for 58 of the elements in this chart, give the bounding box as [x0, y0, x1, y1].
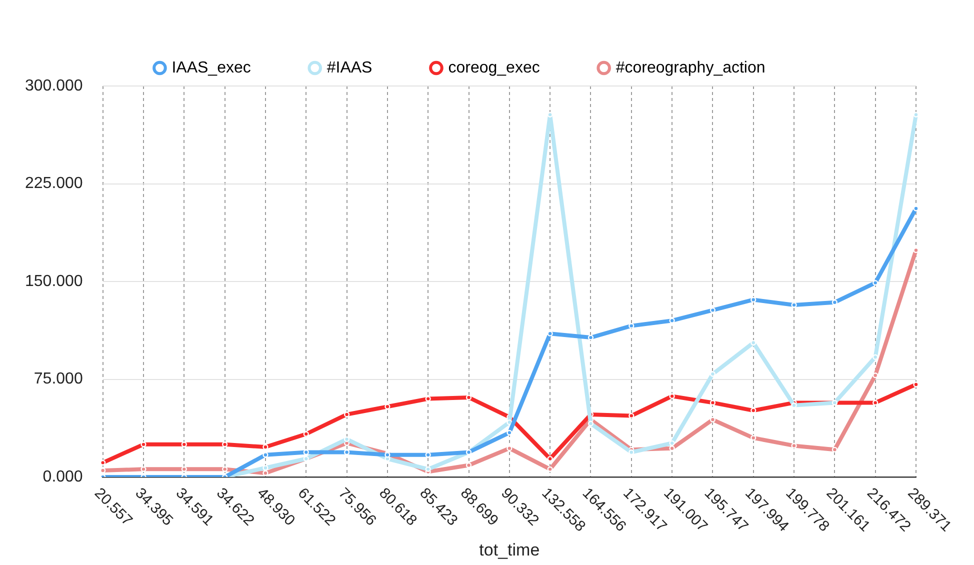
y-tick-label: 300.000 [24, 77, 83, 94]
point [872, 372, 878, 378]
point [506, 446, 512, 452]
point [384, 404, 390, 410]
point [547, 466, 553, 472]
point [222, 466, 228, 472]
point [506, 419, 512, 426]
point [750, 435, 756, 441]
point [506, 430, 512, 436]
point [100, 460, 106, 466]
point [303, 431, 309, 437]
legend-label: #IAAS [326, 59, 372, 76]
point [100, 468, 106, 474]
point [872, 400, 878, 406]
point [628, 323, 634, 329]
point [628, 412, 634, 419]
point [344, 436, 350, 442]
point [669, 440, 675, 446]
point [750, 296, 756, 303]
point [140, 442, 146, 448]
legend-label: IAAS_exec [172, 59, 251, 76]
point [222, 442, 228, 448]
point [791, 442, 797, 449]
point [344, 412, 350, 418]
point [181, 442, 187, 448]
point [140, 466, 146, 472]
point [588, 334, 594, 340]
point [832, 446, 838, 452]
y-tick-label: 0.000 [42, 468, 83, 486]
point [710, 416, 716, 422]
point [669, 318, 675, 324]
y-tick-label: 75.000 [34, 370, 83, 388]
point [913, 206, 919, 212]
point [466, 394, 472, 400]
point [710, 371, 716, 377]
point [547, 112, 553, 118]
point [872, 354, 878, 360]
point [262, 452, 268, 458]
point [669, 393, 675, 399]
point [262, 470, 268, 476]
y-tick-label: 150.000 [24, 272, 83, 290]
point [425, 396, 431, 402]
point [181, 466, 187, 472]
point [832, 300, 838, 306]
point [262, 465, 268, 471]
point [710, 307, 716, 313]
legend-label: #coreography_action [616, 59, 766, 76]
point [750, 408, 756, 414]
legend-label: coreog_exec [448, 59, 540, 76]
point [425, 466, 431, 472]
y-tick-label: 225.000 [24, 175, 83, 192]
point [872, 280, 878, 286]
point [588, 420, 594, 426]
point [750, 340, 756, 346]
x-axis-title: tot_time [479, 540, 540, 560]
point [628, 449, 634, 456]
point [710, 400, 716, 406]
point [913, 382, 919, 388]
